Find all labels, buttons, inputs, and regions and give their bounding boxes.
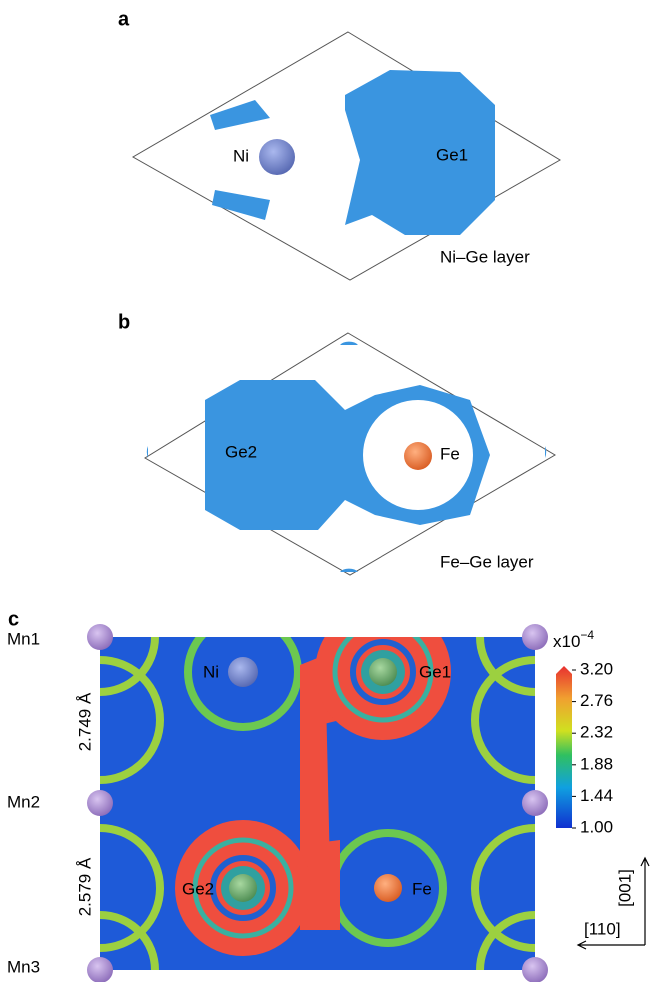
atom-label: Fe [440, 444, 460, 463]
atom [228, 657, 258, 687]
atom-label: Ni [233, 146, 249, 165]
colorbar-ticks: 3.20 2.76 2.32 1.88 1.44 1.00 [572, 659, 613, 836]
atom [374, 874, 402, 902]
atom [229, 874, 257, 902]
colorbar-unit: x10−4 [553, 628, 594, 651]
layer-caption: Ni–Ge layer [440, 247, 530, 266]
direction-label: [110] [584, 919, 621, 938]
panel-c: c Mn1 Mn2 Mn3 2.749 Å 2.579 Å Ni Ge1 Ge2… [7, 582, 649, 982]
page: a Ni Ge1 Ni–Ge layer b Ge2 Fe Fe–Ge laye… [0, 0, 651, 982]
atom [259, 139, 295, 175]
colorbar-tick-label: 1.00 [580, 817, 613, 836]
atom-label: Ge2 [182, 879, 214, 898]
colorbar-tick-label: 2.32 [580, 723, 613, 742]
atom-label: Ni [203, 662, 219, 681]
colorbar-tick-label: 3.20 [580, 659, 613, 678]
isosurface [210, 100, 270, 130]
colorbar: x10−4 3.20 2.76 2.32 1.88 1.44 1.00 [553, 628, 613, 836]
colorbar-tick-label: 1.88 [580, 754, 613, 773]
layer-caption: Fe–Ge layer [440, 552, 534, 571]
cell-outline [133, 32, 560, 280]
site-label: Mn2 [7, 792, 40, 811]
panel-label: b [118, 311, 130, 333]
atom-label: Ge2 [225, 442, 257, 461]
direction-label: [001] [615, 869, 634, 907]
distance-label: 2.579 Å [75, 857, 94, 916]
atom [369, 658, 397, 686]
colorbar-tick-label: 2.76 [580, 691, 613, 710]
panel-a: a Ni Ge1 Ni–Ge layer [118, 8, 560, 280]
atom-label: Ge1 [419, 662, 451, 681]
colorbar-tick-label: 1.44 [580, 786, 613, 805]
panel-label: c [8, 608, 19, 630]
distance-label: 2.749 Å [75, 692, 94, 751]
atom [404, 442, 432, 470]
site-label: Mn1 [7, 629, 40, 648]
atom-label: Ge1 [436, 145, 468, 164]
panel-label: a [118, 8, 130, 30]
site-label: Mn3 [7, 957, 40, 976]
panel-b: b Ge2 Fe Fe–Ge layer [118, 311, 555, 575]
density-map [40, 582, 595, 982]
figure: a Ni Ge1 Ni–Ge layer b Ge2 Fe Fe–Ge laye… [0, 0, 651, 982]
atom-label: Fe [412, 879, 432, 898]
isosurface [345, 70, 495, 235]
isosurface [212, 190, 270, 220]
